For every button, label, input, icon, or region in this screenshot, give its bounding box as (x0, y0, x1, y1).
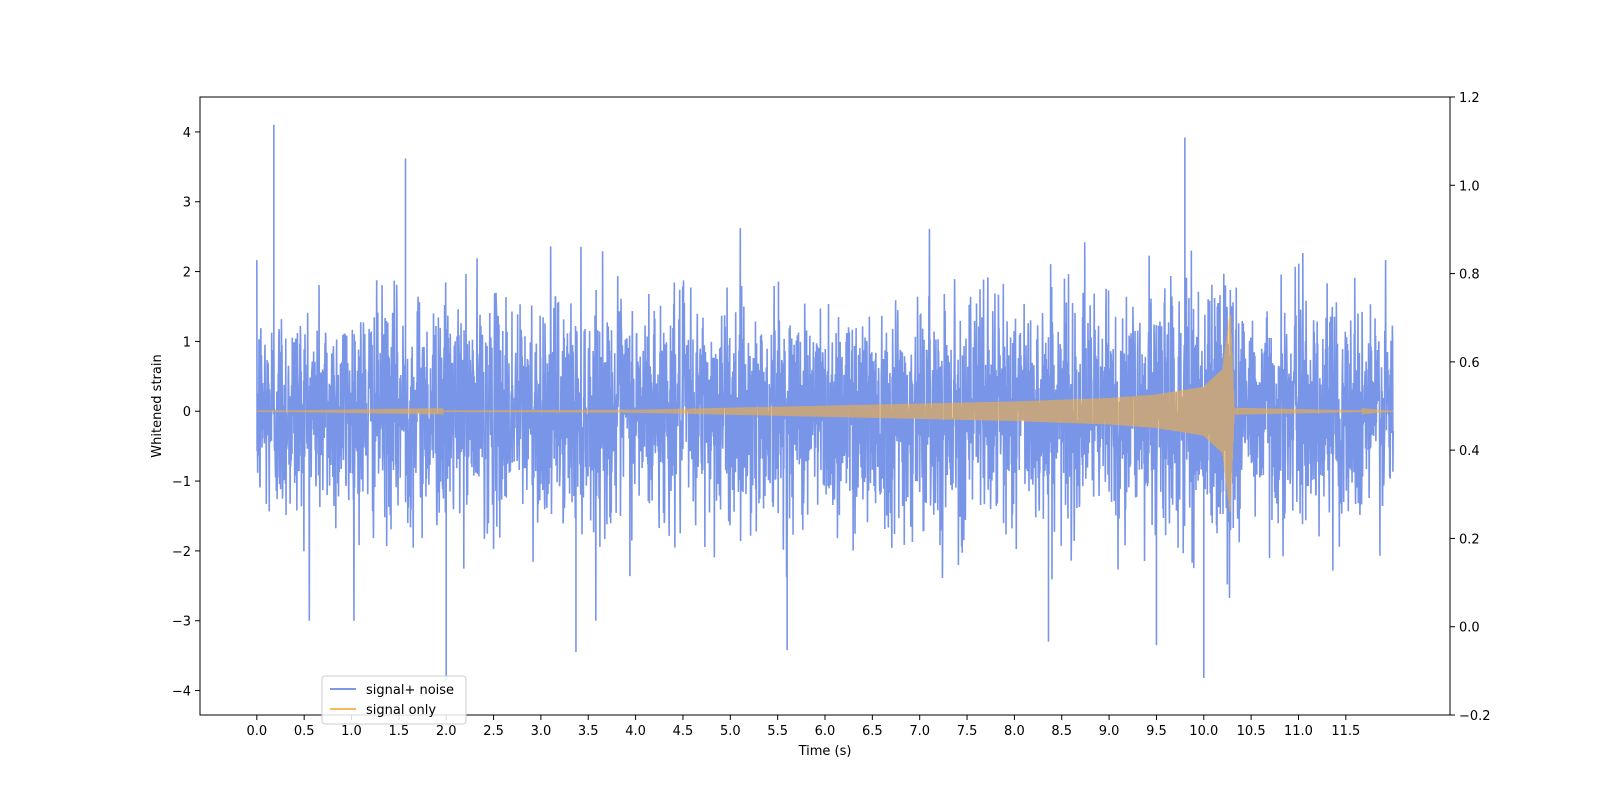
y-tick-label-2: 2 (183, 266, 191, 281)
y2-tick-label-4: 0.4 (1459, 444, 1480, 459)
x-tick-label-8: 4.0 (625, 724, 646, 739)
x-tick-label-5: 2.5 (483, 724, 504, 739)
x-tick-label-2: 1.0 (341, 724, 362, 739)
legend-box (321, 675, 467, 725)
x-tick-label-19: 9.5 (1146, 724, 1167, 739)
x-tick-label-11: 5.5 (767, 724, 788, 739)
y2-tick-label-6: 0.0 (1459, 621, 1480, 636)
x-axis: 0.0 0.5 1.0 1.5 2.0 2.5 3.0 3.5 4.0 4.5 5.0 5.5 6.0 6… (246, 715, 1360, 739)
y-tick-label-7: −3 (172, 615, 191, 630)
x-tick-label-7: 3.5 (578, 724, 599, 739)
x-tick-label-17: 8.5 (1051, 724, 1072, 739)
legend: signal+ noise signal only (321, 675, 467, 725)
y-axis: 4 3 2 1 0 −1 −2 −3 −4 (172, 126, 200, 700)
x-tick-label-13: 6.5 (862, 724, 883, 739)
legend-label-signal-noise: signal+ noise (366, 683, 454, 698)
x-tick-label-10: 5.0 (720, 724, 741, 739)
x-tick-label-12: 6.0 (815, 724, 836, 739)
x-tick-label-14: 7.0 (909, 724, 930, 739)
x-tick-label-16: 8.0 (1004, 724, 1025, 739)
y2-tick-label-0: 1.2 (1459, 91, 1480, 106)
y2-axis: 1.2 1.0 0.8 0.6 0.4 0.2 0.0 −0.2 (1450, 91, 1491, 724)
y2-tick-label-3: 0.6 (1459, 356, 1480, 371)
y-tick-label-1: 3 (183, 196, 191, 211)
y2-tick-label-7: −0.2 (1459, 709, 1491, 724)
y-tick-label-8: −4 (172, 685, 191, 700)
y2-tick-label-2: 0.8 (1459, 268, 1480, 283)
x-tick-label-0: 0.0 (246, 724, 267, 739)
x-tick-label-15: 7.5 (957, 724, 978, 739)
y-tick-label-5: −1 (172, 475, 191, 490)
y-tick-label-0: 4 (183, 126, 191, 141)
y-tick-label-4: 0 (183, 405, 191, 420)
y-axis-label: Whitened strain (150, 354, 165, 457)
x-axis-label: Time (s) (798, 744, 852, 759)
legend-label-signal-only: signal only (366, 703, 436, 718)
y-tick-label-3: 1 (183, 335, 191, 350)
x-tick-label-21: 10.5 (1237, 724, 1266, 739)
x-tick-label-4: 2.0 (436, 724, 457, 739)
x-tick-label-1: 0.5 (294, 724, 315, 739)
x-tick-label-22: 11.0 (1284, 724, 1313, 739)
y2-tick-label-5: 0.2 (1459, 532, 1480, 547)
x-tick-label-6: 3.0 (531, 724, 552, 739)
plot-area (256, 124, 1394, 681)
x-tick-label-20: 10.0 (1189, 724, 1218, 739)
signal-only-line (256, 313, 1394, 512)
x-tick-label-3: 1.5 (389, 724, 410, 739)
x-tick-label-23: 11.5 (1331, 724, 1360, 739)
y2-tick-label-1: 1.0 (1459, 179, 1480, 194)
y-tick-label-6: −2 (172, 545, 191, 560)
x-tick-label-18: 9.0 (1099, 724, 1120, 739)
x-tick-label-9: 4.5 (673, 724, 694, 739)
